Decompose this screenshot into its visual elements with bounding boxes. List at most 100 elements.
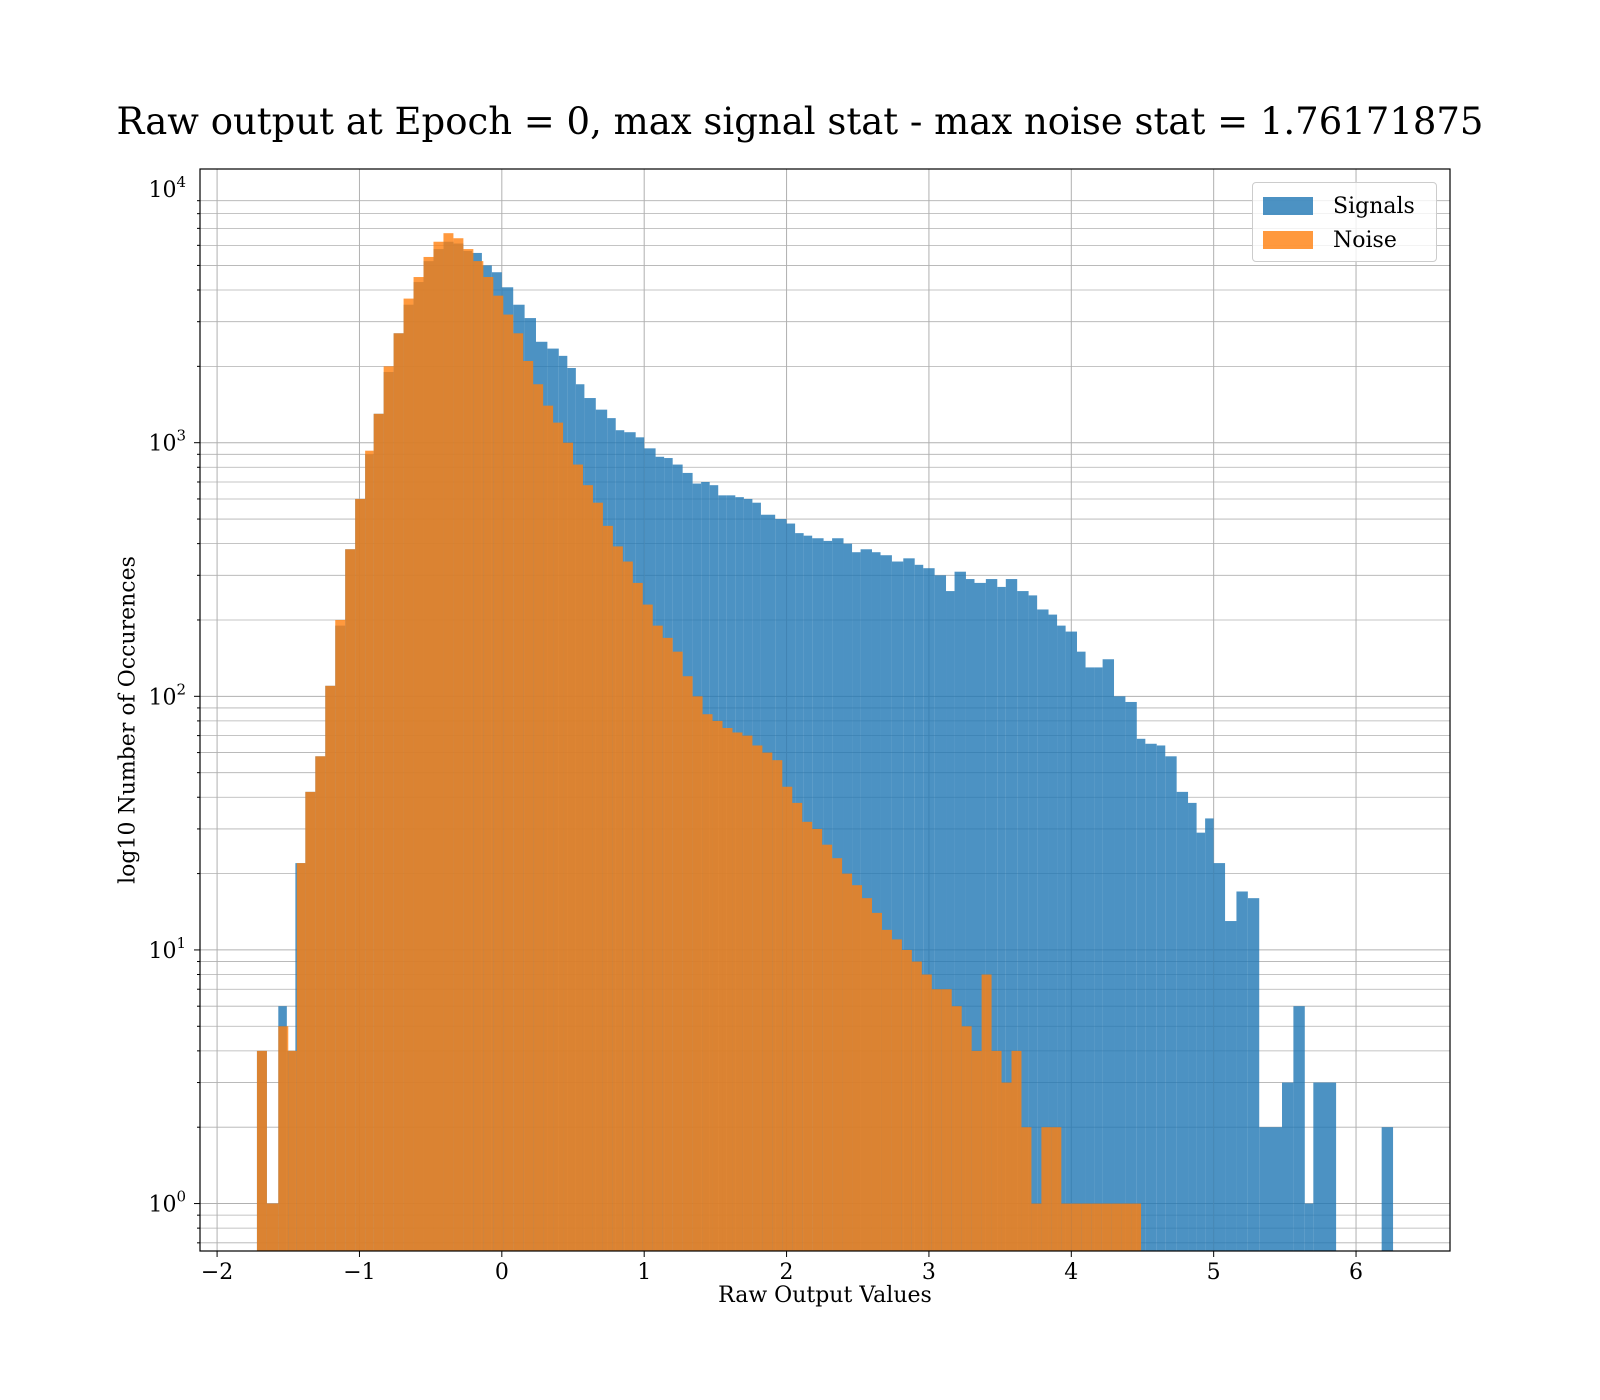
histogram-bar: [266, 1203, 279, 1251]
histogram-bars: [256, 233, 1394, 1252]
histogram-bar: [871, 912, 882, 1251]
histogram-bar: [862, 898, 872, 1251]
histogram-bar: [652, 625, 663, 1251]
x-tick-label: −1: [343, 1260, 375, 1285]
histogram-bar: [880, 555, 892, 1251]
histogram-bar: [296, 863, 306, 1251]
histogram-bar: [961, 1026, 972, 1251]
histogram-bar: [355, 498, 366, 1251]
histogram-bar: [1076, 651, 1086, 1251]
x-tick-label: 2: [780, 1260, 794, 1285]
plot-frame: [199, 168, 1451, 1252]
histogram-bar: [822, 844, 833, 1251]
histogram-bar: [1085, 667, 1095, 1251]
histogram-bar: [1005, 579, 1018, 1251]
x-tick-label: 5: [1207, 1260, 1221, 1285]
histogram-bar: [842, 873, 853, 1251]
histogram-bar: [523, 360, 534, 1251]
histogram-bar: [1165, 756, 1177, 1251]
histogram-bar: [1259, 1127, 1283, 1251]
histogram-bar: [871, 552, 881, 1251]
histogram-bar: [812, 828, 823, 1251]
histogram-bar: [1136, 738, 1146, 1251]
histogram-bar: [1381, 1127, 1394, 1251]
histogram-bar: [423, 256, 434, 1251]
histogram-bar: [732, 732, 743, 1251]
histogram-bar: [1156, 745, 1166, 1251]
y-tick-label: 101: [148, 934, 186, 964]
histogram-bar: [256, 1050, 267, 1251]
x-tick-label: 3: [922, 1260, 936, 1285]
x-tick-label: 4: [1064, 1260, 1078, 1285]
histogram-bar: [692, 696, 703, 1251]
histogram-bar: [954, 571, 966, 1251]
histogram-bar: [602, 525, 613, 1251]
histogram-bar: [1071, 1203, 1082, 1251]
histogram-bar: [1102, 659, 1115, 1251]
histogram-bar: [914, 564, 924, 1251]
histogram-bar: [493, 295, 504, 1251]
histogram-bar: [702, 714, 713, 1251]
histogram-bar: [503, 314, 514, 1251]
histogram-bar: [1111, 1203, 1122, 1251]
histogram-bar: [345, 549, 356, 1251]
histogram-bar: [1061, 1203, 1072, 1251]
histogram-bar: [1282, 1082, 1294, 1251]
histogram-bar: [672, 651, 683, 1251]
histogram-bar: [433, 241, 444, 1251]
histogram-bar: [1037, 609, 1049, 1251]
histogram-bar: [946, 591, 955, 1251]
x-axis-label: Raw Output Values: [718, 1283, 932, 1308]
histogram-bar: [1057, 625, 1066, 1251]
histogram-bar: [325, 685, 336, 1251]
histogram-bar: [951, 1006, 962, 1251]
histogram-bar: [1236, 891, 1248, 1251]
histogram-bar: [1051, 1127, 1062, 1251]
histogram-bar: [891, 939, 902, 1251]
axis-ticks: −2 −1 0 1 2 3 4 5 6 100 101 102 103 104: [148, 173, 1363, 1285]
histogram-bar: [1031, 1203, 1042, 1251]
histogram-bar: [931, 989, 942, 1251]
histogram-bar: [903, 558, 915, 1251]
histogram-bar: [662, 637, 673, 1251]
histogram-bar: [632, 582, 643, 1251]
histogram-bar: [1225, 921, 1237, 1251]
histogram-bar: [592, 502, 603, 1251]
histogram-bar: [752, 745, 763, 1251]
histogram-bar: [473, 261, 484, 1251]
histogram-bar: [832, 858, 843, 1251]
histogram-bar: [1101, 1203, 1112, 1251]
histogram-bar: [923, 568, 935, 1251]
histogram-bar: [1017, 591, 1029, 1251]
histogram-bar: [513, 333, 524, 1251]
histogram-bar: [288, 1050, 297, 1251]
histogram-bar: [1001, 1082, 1012, 1251]
histogram-bar: [1011, 1050, 1022, 1251]
histogram-bar: [1304, 1203, 1314, 1251]
histogram-bar: [934, 575, 947, 1251]
histogram-bar: [742, 735, 753, 1251]
histogram-bar: [1145, 743, 1157, 1251]
histogram-bar: [997, 586, 1006, 1251]
histogram-bar: [612, 546, 623, 1251]
histogram-bar: [941, 989, 952, 1251]
histogram-bar: [974, 582, 986, 1251]
histogram-bar: [622, 561, 633, 1251]
histogram-bar: [1028, 595, 1038, 1251]
histogram-bar: [1293, 1006, 1305, 1251]
series-noise: [256, 233, 1142, 1252]
histogram-bar: [772, 760, 783, 1251]
histogram-bar: [1313, 1082, 1337, 1251]
histogram-bar: [543, 405, 554, 1252]
histogram-bar: [921, 974, 932, 1251]
histogram-bar: [413, 277, 424, 1252]
histogram-bar: [1114, 696, 1126, 1251]
histogram-bar: [782, 786, 793, 1251]
histogram-bar: [971, 1050, 982, 1251]
histogram-bar: [1094, 667, 1103, 1251]
y-tick-label: 104: [148, 173, 186, 203]
histogram-bar: [722, 728, 733, 1251]
legend-label-noise: Noise: [1333, 227, 1397, 253]
y-tick-label: 100: [148, 1188, 186, 1218]
histogram-bar: [852, 885, 863, 1251]
